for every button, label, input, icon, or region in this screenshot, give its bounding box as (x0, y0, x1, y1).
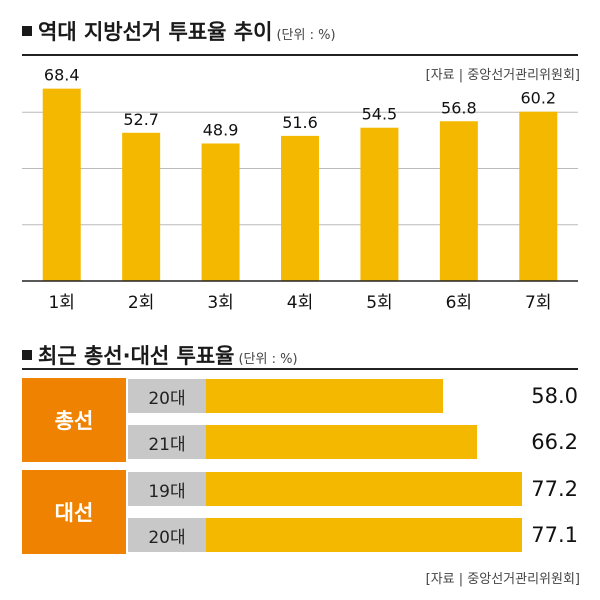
hbar-value-presidential-20: 77.1 (531, 523, 578, 547)
chart1-source: [자료 | 중앙선거관리위원회] (425, 68, 580, 83)
chart1-value-label-5: 54.5 (362, 105, 398, 124)
chart1-title: 역대 지방선거 투표율 추이 (단위 : %) (22, 16, 336, 46)
age-label-20-pres: 20대 (128, 518, 206, 552)
chart1-category-label-5: 5회 (366, 293, 392, 313)
group-label-congress: 총선 (22, 378, 126, 462)
chart1-bar-2 (122, 132, 161, 281)
age-label-20: 20대 (128, 379, 206, 413)
chart1-category-label-4: 4회 (287, 293, 313, 313)
hbar-value-congress-20: 58.0 (531, 384, 578, 408)
chart1-value-label-2: 52.7 (123, 110, 159, 129)
chart1-bar-7 (519, 111, 558, 281)
chart1-value-label-7: 60.2 (520, 89, 556, 108)
chart1-bar-4 (281, 135, 319, 281)
hbar-presidential-20 (206, 518, 522, 552)
chart1-category-label-6: 6회 (446, 293, 472, 313)
group-label-presidential: 대선 (22, 470, 126, 554)
chart2-title: 최근 총선·대선 투표율 (단위 : %) (22, 340, 298, 370)
chart2-title-text: 최근 총선·대선 투표율 (38, 344, 235, 368)
chart1-value-label-1: 68.4 (44, 66, 80, 85)
chart2-unit: (단위 : %) (238, 352, 298, 367)
chart1-bar-3 (201, 143, 240, 281)
title-bullet-icon (22, 350, 32, 360)
title-bullet-icon (22, 26, 32, 36)
hbar-congress-20 (206, 379, 444, 413)
hbar-congress-21 (206, 425, 477, 459)
chart1-category-label-3: 3회 (207, 293, 233, 313)
chart1-bar-5 (360, 127, 399, 281)
chart1-title-text: 역대 지방선거 투표율 추이 (38, 20, 273, 44)
chart2-top-rule (22, 368, 578, 370)
hbar-value-congress-21: 66.2 (531, 430, 578, 454)
chart1-category-label-1: 1회 (48, 293, 74, 313)
chart1-value-label-4: 51.6 (282, 113, 318, 132)
chart1-bar-6 (439, 121, 478, 281)
hbar-value-presidential-19: 77.2 (531, 477, 578, 501)
chart1-svg: 68.4 1회 52.7 2회 48.9 3회 51.6 4회 54.5 5회 56.8 6회 60.2… (22, 66, 578, 313)
age-label-21: 21대 (128, 425, 206, 459)
chart1-bar-1 (42, 88, 81, 281)
chart1-category-label-2: 2회 (128, 293, 154, 313)
hbar-presidential-19 (206, 472, 522, 506)
chart1-category-label-7: 7회 (525, 293, 551, 313)
chart1-value-label-3: 48.9 (203, 120, 239, 139)
chart1-top-rule (22, 54, 578, 56)
chart1-unit: (단위 : %) (276, 28, 336, 43)
chart1-value-label-6: 56.8 (441, 98, 477, 117)
age-label-19: 19대 (128, 472, 206, 506)
chart2-source: [자료 | 중앙선거관리위원회] (425, 572, 580, 587)
